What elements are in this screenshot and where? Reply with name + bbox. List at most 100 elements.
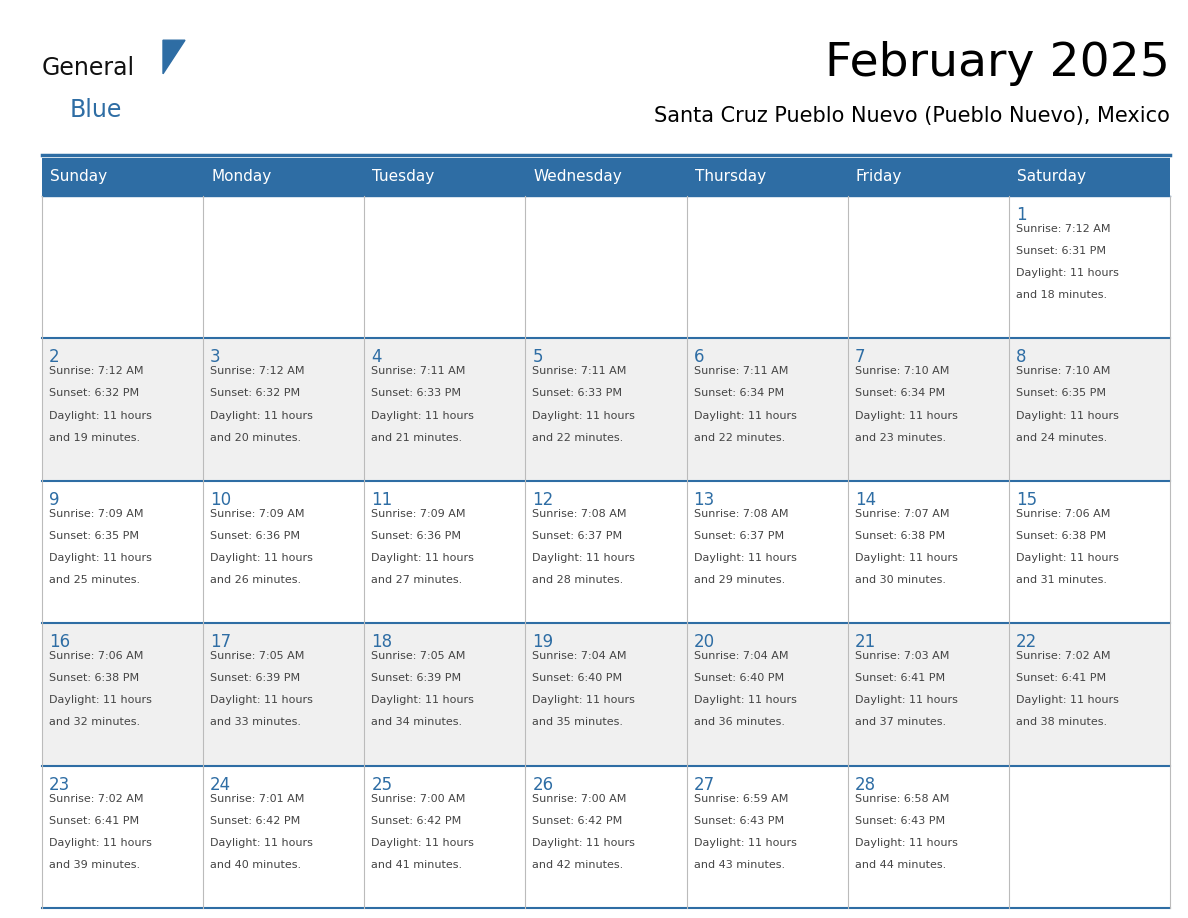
Text: Daylight: 11 hours: Daylight: 11 hours (49, 553, 152, 563)
Text: Sunrise: 7:02 AM: Sunrise: 7:02 AM (49, 793, 144, 803)
Text: Sunrise: 7:05 AM: Sunrise: 7:05 AM (372, 651, 466, 661)
Text: 10: 10 (210, 491, 232, 509)
Text: Sunset: 6:32 PM: Sunset: 6:32 PM (49, 388, 139, 398)
Text: Daylight: 11 hours: Daylight: 11 hours (854, 553, 958, 563)
Text: and 31 minutes.: and 31 minutes. (1016, 575, 1107, 585)
Text: and 21 minutes.: and 21 minutes. (372, 432, 462, 442)
Text: Daylight: 11 hours: Daylight: 11 hours (532, 553, 636, 563)
Text: Sunrise: 7:06 AM: Sunrise: 7:06 AM (49, 651, 144, 661)
Text: Sunset: 6:43 PM: Sunset: 6:43 PM (854, 816, 944, 825)
Text: Sunset: 6:41 PM: Sunset: 6:41 PM (1016, 673, 1106, 683)
Text: Sunset: 6:35 PM: Sunset: 6:35 PM (49, 531, 139, 541)
Text: Daylight: 11 hours: Daylight: 11 hours (532, 695, 636, 705)
Text: Sunset: 6:34 PM: Sunset: 6:34 PM (694, 388, 784, 398)
Text: Sunrise: 7:02 AM: Sunrise: 7:02 AM (1016, 651, 1111, 661)
Text: Sunrise: 7:12 AM: Sunrise: 7:12 AM (49, 366, 144, 376)
Text: 21: 21 (854, 633, 876, 651)
Text: and 22 minutes.: and 22 minutes. (532, 432, 624, 442)
Text: Daylight: 11 hours: Daylight: 11 hours (532, 838, 636, 847)
Text: Sunrise: 7:11 AM: Sunrise: 7:11 AM (694, 366, 788, 376)
Text: Sunset: 6:42 PM: Sunset: 6:42 PM (372, 816, 461, 825)
Text: Friday: Friday (855, 170, 902, 185)
Text: Daylight: 11 hours: Daylight: 11 hours (694, 838, 796, 847)
Text: and 36 minutes.: and 36 minutes. (694, 717, 784, 727)
Text: Sunrise: 7:09 AM: Sunrise: 7:09 AM (210, 509, 304, 519)
Text: Sunset: 6:38 PM: Sunset: 6:38 PM (49, 673, 139, 683)
Text: 17: 17 (210, 633, 232, 651)
Text: and 32 minutes.: and 32 minutes. (49, 717, 140, 727)
Text: Daylight: 11 hours: Daylight: 11 hours (372, 838, 474, 847)
Text: Sunset: 6:32 PM: Sunset: 6:32 PM (210, 388, 301, 398)
Text: and 40 minutes.: and 40 minutes. (210, 860, 302, 870)
Text: 12: 12 (532, 491, 554, 509)
Text: 14: 14 (854, 491, 876, 509)
Text: 20: 20 (694, 633, 715, 651)
Text: and 29 minutes.: and 29 minutes. (694, 575, 785, 585)
Text: General: General (42, 56, 135, 80)
Text: Sunrise: 7:11 AM: Sunrise: 7:11 AM (532, 366, 627, 376)
Text: 24: 24 (210, 776, 232, 793)
Text: Sunrise: 7:07 AM: Sunrise: 7:07 AM (854, 509, 949, 519)
Text: 1: 1 (1016, 206, 1026, 224)
Text: Daylight: 11 hours: Daylight: 11 hours (372, 410, 474, 420)
Text: Daylight: 11 hours: Daylight: 11 hours (1016, 268, 1119, 278)
Text: Blue: Blue (70, 98, 122, 122)
Text: Saturday: Saturday (1017, 170, 1086, 185)
Text: Sunset: 6:41 PM: Sunset: 6:41 PM (49, 816, 139, 825)
Text: and 22 minutes.: and 22 minutes. (694, 432, 785, 442)
Text: Sunset: 6:39 PM: Sunset: 6:39 PM (372, 673, 461, 683)
Text: 27: 27 (694, 776, 715, 793)
Text: Sunset: 6:33 PM: Sunset: 6:33 PM (532, 388, 623, 398)
Text: Sunset: 6:42 PM: Sunset: 6:42 PM (210, 816, 301, 825)
Text: Sunset: 6:33 PM: Sunset: 6:33 PM (372, 388, 461, 398)
Text: Sunset: 6:43 PM: Sunset: 6:43 PM (694, 816, 784, 825)
Text: and 30 minutes.: and 30 minutes. (854, 575, 946, 585)
Text: Sunrise: 6:58 AM: Sunrise: 6:58 AM (854, 793, 949, 803)
Text: and 23 minutes.: and 23 minutes. (854, 432, 946, 442)
Text: Sunset: 6:36 PM: Sunset: 6:36 PM (210, 531, 301, 541)
Text: 3: 3 (210, 349, 221, 366)
Text: 26: 26 (532, 776, 554, 793)
Text: Sunset: 6:38 PM: Sunset: 6:38 PM (1016, 531, 1106, 541)
Text: Daylight: 11 hours: Daylight: 11 hours (854, 410, 958, 420)
Text: 23: 23 (49, 776, 70, 793)
Text: Monday: Monday (211, 170, 271, 185)
Text: Sunset: 6:38 PM: Sunset: 6:38 PM (854, 531, 944, 541)
Text: and 26 minutes.: and 26 minutes. (210, 575, 302, 585)
Text: Sunset: 6:37 PM: Sunset: 6:37 PM (694, 531, 784, 541)
Text: Daylight: 11 hours: Daylight: 11 hours (694, 695, 796, 705)
Text: and 37 minutes.: and 37 minutes. (854, 717, 946, 727)
Text: 19: 19 (532, 633, 554, 651)
Text: and 38 minutes.: and 38 minutes. (1016, 717, 1107, 727)
Text: Daylight: 11 hours: Daylight: 11 hours (49, 695, 152, 705)
Text: 7: 7 (854, 349, 865, 366)
Text: Daylight: 11 hours: Daylight: 11 hours (49, 410, 152, 420)
Text: and 25 minutes.: and 25 minutes. (49, 575, 140, 585)
Text: Sunday: Sunday (50, 170, 107, 185)
Text: 9: 9 (49, 491, 59, 509)
Text: Daylight: 11 hours: Daylight: 11 hours (854, 838, 958, 847)
Text: and 27 minutes.: and 27 minutes. (372, 575, 462, 585)
Text: 15: 15 (1016, 491, 1037, 509)
Text: Daylight: 11 hours: Daylight: 11 hours (1016, 695, 1119, 705)
Text: Daylight: 11 hours: Daylight: 11 hours (854, 695, 958, 705)
Text: Sunrise: 7:12 AM: Sunrise: 7:12 AM (210, 366, 304, 376)
Text: and 43 minutes.: and 43 minutes. (694, 860, 785, 870)
Text: Sunrise: 7:00 AM: Sunrise: 7:00 AM (372, 793, 466, 803)
Text: and 42 minutes.: and 42 minutes. (532, 860, 624, 870)
Text: Thursday: Thursday (695, 170, 766, 185)
Text: 28: 28 (854, 776, 876, 793)
Text: Daylight: 11 hours: Daylight: 11 hours (210, 553, 312, 563)
Text: 8: 8 (1016, 349, 1026, 366)
Text: Sunrise: 6:59 AM: Sunrise: 6:59 AM (694, 793, 788, 803)
Text: Sunrise: 7:05 AM: Sunrise: 7:05 AM (210, 651, 304, 661)
Text: and 35 minutes.: and 35 minutes. (532, 717, 624, 727)
Text: and 24 minutes.: and 24 minutes. (1016, 432, 1107, 442)
Text: Daylight: 11 hours: Daylight: 11 hours (1016, 553, 1119, 563)
Text: Sunset: 6:36 PM: Sunset: 6:36 PM (372, 531, 461, 541)
Text: 11: 11 (372, 491, 392, 509)
Text: Sunset: 6:40 PM: Sunset: 6:40 PM (532, 673, 623, 683)
Text: Sunrise: 7:03 AM: Sunrise: 7:03 AM (854, 651, 949, 661)
Text: Sunrise: 7:08 AM: Sunrise: 7:08 AM (532, 509, 627, 519)
Text: 2: 2 (49, 349, 59, 366)
